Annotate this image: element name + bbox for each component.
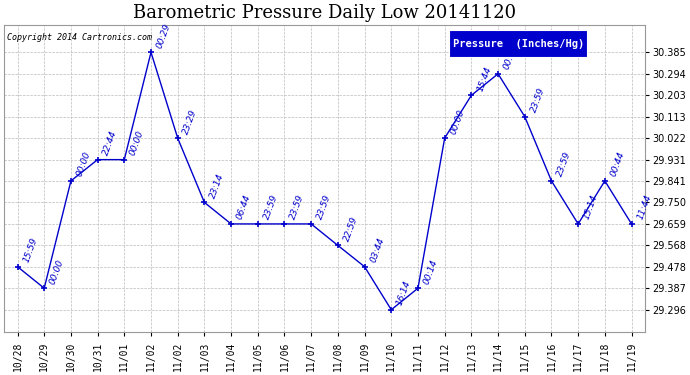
Text: 00:44: 00:44: [609, 151, 627, 178]
Text: 15:14: 15:14: [582, 194, 600, 221]
Text: Copyright 2014 Cartronics.com: Copyright 2014 Cartronics.com: [8, 33, 152, 42]
Text: 03:44: 03:44: [368, 236, 386, 264]
Text: 23:59: 23:59: [288, 194, 306, 221]
Text: 16:14: 16:14: [395, 279, 413, 307]
Text: 00:00: 00:00: [48, 258, 66, 285]
Text: 23:59: 23:59: [529, 86, 546, 114]
Text: 00:00: 00:00: [448, 108, 466, 135]
Text: 00:44: 00:44: [502, 44, 520, 71]
Text: 23:29: 23:29: [182, 108, 199, 135]
Text: 15:44: 15:44: [475, 65, 493, 93]
Text: 00:29: 00:29: [155, 22, 172, 50]
Text: 00:14: 00:14: [422, 258, 440, 285]
Title: Barometric Pressure Daily Low 20141120: Barometric Pressure Daily Low 20141120: [133, 4, 516, 22]
Text: 23:59: 23:59: [555, 151, 573, 178]
Text: 22:44: 22:44: [101, 129, 119, 157]
Text: 11:44: 11:44: [635, 194, 653, 221]
Text: 00:00: 00:00: [75, 151, 92, 178]
Text: 00:00: 00:00: [128, 129, 146, 157]
Text: 22:59: 22:59: [342, 215, 359, 243]
Text: 15:59: 15:59: [21, 236, 39, 264]
Text: 23:59: 23:59: [315, 194, 333, 221]
Text: 23:59: 23:59: [262, 194, 279, 221]
Text: 23:14: 23:14: [208, 172, 226, 200]
Text: 06:44: 06:44: [235, 194, 253, 221]
